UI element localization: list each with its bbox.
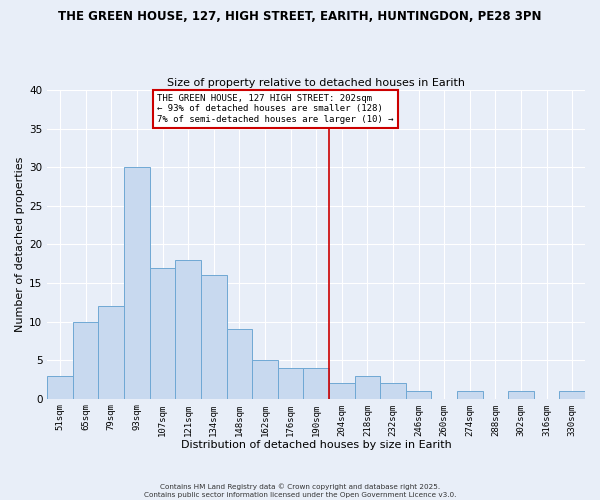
Bar <box>559 391 585 398</box>
Text: THE GREEN HOUSE, 127, HIGH STREET, EARITH, HUNTINGDON, PE28 3PN: THE GREEN HOUSE, 127, HIGH STREET, EARIT… <box>58 10 542 23</box>
Bar <box>380 384 406 398</box>
Y-axis label: Number of detached properties: Number of detached properties <box>15 157 25 332</box>
Text: THE GREEN HOUSE, 127 HIGH STREET: 202sqm
← 93% of detached houses are smaller (1: THE GREEN HOUSE, 127 HIGH STREET: 202sqm… <box>157 94 394 124</box>
Bar <box>175 260 201 398</box>
Title: Size of property relative to detached houses in Earith: Size of property relative to detached ho… <box>167 78 465 88</box>
Bar <box>355 376 380 398</box>
Bar <box>98 306 124 398</box>
Bar <box>304 368 329 398</box>
Bar <box>150 268 175 398</box>
Bar <box>124 168 150 398</box>
Bar <box>329 384 355 398</box>
Bar <box>252 360 278 399</box>
Bar <box>227 330 252 398</box>
Bar <box>47 376 73 398</box>
Bar <box>508 391 534 398</box>
X-axis label: Distribution of detached houses by size in Earith: Distribution of detached houses by size … <box>181 440 452 450</box>
Bar <box>457 391 482 398</box>
Text: Contains HM Land Registry data © Crown copyright and database right 2025.
Contai: Contains HM Land Registry data © Crown c… <box>144 484 456 498</box>
Bar <box>406 391 431 398</box>
Bar <box>201 276 227 398</box>
Bar <box>278 368 304 398</box>
Bar <box>73 322 98 398</box>
